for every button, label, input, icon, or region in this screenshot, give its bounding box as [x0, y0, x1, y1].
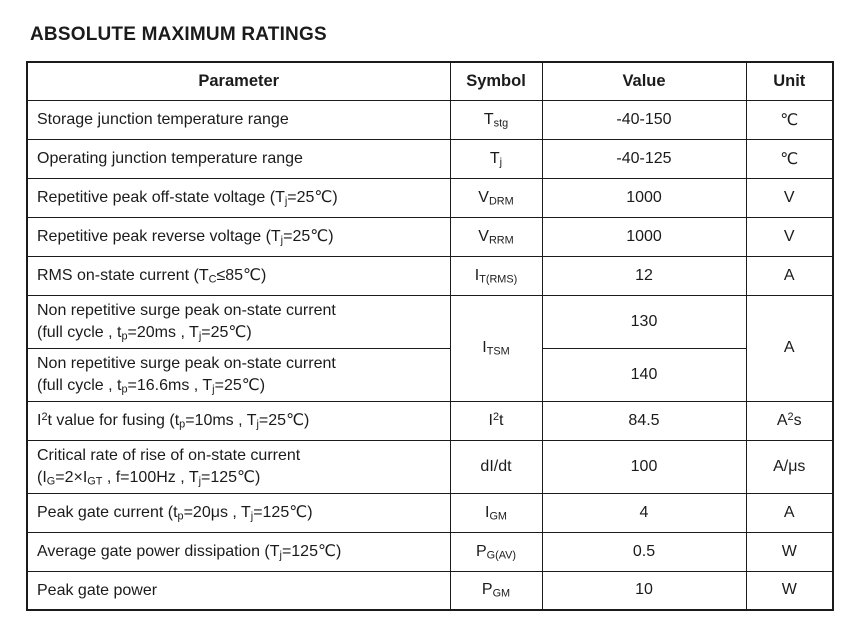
param-cell: I2t value for fusing (tp=10ms , Tj=25℃): [26, 400, 451, 441]
value-cell: 84.5: [541, 400, 747, 441]
param-cell: Repetitive peak reverse voltage (Tj=25℃): [26, 216, 451, 257]
unit-cell: V: [745, 177, 834, 218]
table-row: RMS on-state current (TC≤85℃) IT(RMS) 12…: [26, 255, 834, 296]
page-title: ABSOLUTE MAXIMUM RATINGS: [30, 24, 327, 45]
unit-cell: A/μs: [745, 439, 834, 494]
unit-cell: A2s: [745, 400, 834, 441]
param-cell: Storage junction temperature range: [26, 99, 451, 140]
symbol-cell: IGM: [449, 492, 543, 533]
symbol-cell: PGM: [449, 570, 543, 611]
value-cell: 1000: [541, 177, 747, 218]
table-header-row: Parameter Symbol Value Unit: [26, 61, 834, 101]
unit-cell: A: [745, 492, 834, 533]
symbol-cell-merged: ITSM: [449, 294, 543, 402]
header-parameter: Parameter: [26, 61, 451, 101]
value-cell: 12: [541, 255, 747, 296]
param-cell: Repetitive peak off-state voltage (Tj=25…: [26, 177, 451, 218]
symbol-cell: dI/dt: [449, 439, 543, 494]
table-row: Repetitive peak reverse voltage (Tj=25℃)…: [26, 216, 834, 257]
value-cell: 4: [541, 492, 747, 533]
table-row: Non repetitive surge peak on-state curre…: [26, 347, 833, 402]
header-unit: Unit: [745, 61, 834, 101]
value-cell: 0.5: [541, 531, 747, 572]
unit-cell: W: [745, 531, 834, 572]
param-cell: Peak gate power: [26, 570, 451, 611]
value-cell: 130: [541, 294, 747, 349]
value-cell: 1000: [541, 216, 747, 257]
table-row: I2t value for fusing (tp=10ms , Tj=25℃) …: [26, 400, 834, 441]
absolute-maximum-ratings-table: Parameter Symbol Value Unit Storage junc…: [26, 61, 834, 611]
value-cell: 140: [541, 347, 747, 402]
table-row: Peak gate current (tp=20μs , Tj=125℃) IG…: [26, 492, 834, 533]
param-cell: Average gate power dissipation (Tj=125℃): [26, 531, 451, 572]
value-cell: 100: [541, 439, 747, 494]
unit-cell: W: [745, 570, 834, 611]
param-cell: Non repetitive surge peak on-state curre…: [26, 347, 451, 402]
table-row: Peak gate power PGM 10 W: [26, 570, 834, 611]
table-row: Average gate power dissipation (Tj=125℃)…: [26, 531, 834, 572]
value-cell: -40-150: [541, 99, 747, 140]
symbol-cell: I2t: [449, 400, 543, 441]
symbol-cell: Tj: [449, 138, 543, 179]
param-cell: Operating junction temperature range: [26, 138, 451, 179]
symbol-cell: Tstg: [449, 99, 543, 140]
table-row: Storage junction temperature range Tstg …: [26, 99, 834, 140]
symbol-cell: VRRM: [449, 216, 543, 257]
param-cell: Peak gate current (tp=20μs , Tj=125℃): [26, 492, 451, 533]
unit-cell: ℃: [745, 99, 834, 140]
unit-cell: ℃: [745, 138, 834, 179]
header-value: Value: [541, 61, 747, 101]
symbol-cell: IT(RMS): [449, 255, 543, 296]
header-symbol: Symbol: [449, 61, 543, 101]
param-cell: Non repetitive surge peak on-state curre…: [26, 294, 451, 349]
param-cell: Critical rate of rise of on-state curren…: [26, 439, 451, 494]
unit-cell: V: [745, 216, 834, 257]
value-cell: 10: [541, 570, 747, 611]
value-cell: -40-125: [541, 138, 747, 179]
param-cell: RMS on-state current (TC≤85℃): [26, 255, 451, 296]
unit-cell: A: [745, 255, 834, 296]
unit-cell-merged: A: [745, 294, 834, 402]
table-row: Operating junction temperature range Tj …: [26, 138, 834, 179]
symbol-cell: PG(AV): [449, 531, 543, 572]
table-row: Critical rate of rise of on-state curren…: [26, 439, 834, 494]
table-row: Non repetitive surge peak on-state curre…: [26, 294, 834, 402]
table-row: Repetitive peak off-state voltage (Tj=25…: [26, 177, 834, 218]
symbol-cell: VDRM: [449, 177, 543, 218]
